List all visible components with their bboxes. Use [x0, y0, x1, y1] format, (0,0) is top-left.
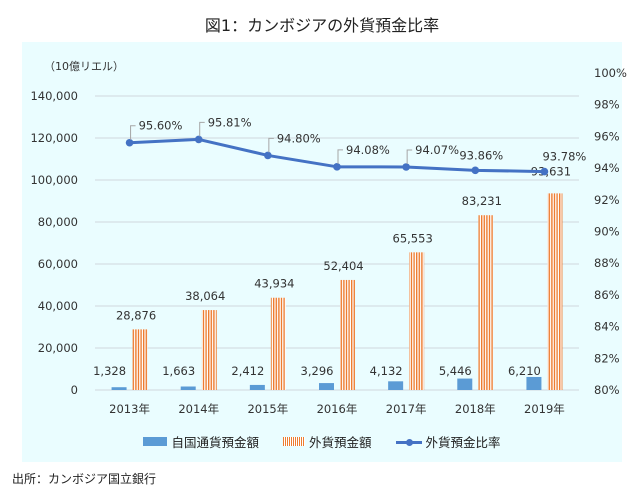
- domestic-deposit-bar: [249, 384, 265, 390]
- left-axis-unit-label: （10億リエル）: [44, 60, 124, 73]
- ratio-data-label: 94.07%: [415, 143, 459, 157]
- right-tick-label: 94%: [594, 161, 620, 175]
- foreign-deposit-bar: [409, 252, 425, 390]
- label-leader-line: [199, 121, 205, 137]
- ratio-marker: [194, 135, 203, 144]
- domestic-data-label: 1,663: [162, 364, 195, 378]
- bar-labels: 1,328 28,876 1,663 38,064 2,412 43,934 3,296 52…: [93, 164, 571, 378]
- ratio-data-label: 94.80%: [277, 131, 321, 145]
- foreign-deposit-bar: [478, 215, 494, 390]
- foreign-data-label: 52,404: [323, 259, 363, 273]
- x-tick-label: 2013年: [109, 402, 150, 416]
- domestic-deposit-bar: [180, 386, 196, 390]
- ratio-line-layer: 95.60% 95.81% 94.80% 94.08% 94.07% 93.86% 93.7…: [125, 115, 586, 176]
- domestic-data-label: 4,132: [370, 364, 403, 378]
- foreign-data-label: 83,231: [462, 194, 502, 208]
- legend-item-foreign: 外貨預金額: [282, 432, 372, 451]
- gridlines: [95, 95, 579, 391]
- legend-label: 外貨預金額: [308, 435, 372, 450]
- orange-striped-swatch-icon: [282, 437, 305, 446]
- domestic-data-label: 1,328: [93, 364, 126, 378]
- right-tick-label: 82%: [594, 351, 620, 365]
- legend-label: 外貨預金比率: [425, 435, 501, 450]
- x-tick-label: 2017年: [386, 402, 427, 416]
- legend-label: 自国通貨預金額: [171, 435, 259, 450]
- left-tick-label: 20,000: [38, 341, 78, 355]
- ratio-marker: [333, 163, 341, 171]
- right-tick-label: 86%: [594, 288, 620, 302]
- ratio-marker: [471, 166, 480, 175]
- ratio-data-label: 95.60%: [139, 119, 183, 133]
- ratio-marker: [264, 151, 272, 160]
- source-note: 出所：カンボジア国立銀行: [12, 472, 157, 486]
- domestic-deposit-bar: [388, 381, 404, 390]
- legend-background: [22, 420, 622, 462]
- x-axis: 2013年 2014年 2015年 2016年 2017年 2018年 2019年: [109, 402, 565, 416]
- left-tick-label: 80,000: [38, 215, 78, 229]
- blue-bar-swatch-icon: [143, 437, 168, 446]
- ratio-data-label: 94.08%: [346, 143, 390, 157]
- ratio-data-label: 93.78%: [542, 150, 586, 164]
- ratio-data-label: 93.86%: [459, 148, 503, 162]
- line-marker-swatch-icon: [395, 436, 422, 448]
- plot-background: [22, 42, 622, 420]
- foreign-deposit-bar: [132, 329, 148, 390]
- left-tick-label: 140,000: [30, 89, 78, 103]
- left-axis: 0 20,000 40,000 60,000 80,000 100,000 120,000 1…: [30, 89, 78, 397]
- domestic-deposit-bar: [319, 383, 334, 390]
- domestic-deposit-bar: [111, 387, 127, 390]
- label-leader-line: [406, 149, 413, 164]
- x-tick-label: 2019年: [524, 402, 565, 416]
- right-tick-label: 90%: [594, 225, 620, 239]
- foreign-deposit-bar: [340, 279, 355, 390]
- right-axis: 80% 82% 84% 86% 88% 90% 92% 94% 96% 98% 100%: [594, 66, 627, 397]
- right-tick-label: 84%: [594, 320, 620, 334]
- foreign-data-label: 38,064: [185, 289, 225, 303]
- right-tick-label: 92%: [594, 193, 620, 207]
- x-tick-label: 2014年: [178, 402, 219, 416]
- bars: [111, 193, 563, 390]
- foreign-data-label: 93,631: [531, 164, 571, 178]
- left-tick-label: 60,000: [38, 257, 78, 271]
- ratio-data-label: 95.81%: [208, 115, 252, 129]
- label-leader-line: [268, 137, 274, 153]
- right-tick-label: 80%: [594, 383, 620, 397]
- domestic-data-label: 3,296: [301, 364, 334, 378]
- foreign-deposit-bar: [270, 297, 286, 390]
- legend: 自国通貨預金額 外貨預金額 外貨預金比率: [0, 432, 644, 451]
- x-tick-label: 2015年: [247, 402, 288, 416]
- ratio-marker: [540, 167, 549, 176]
- ratio-marker: [402, 163, 410, 171]
- legend-item-ratio: 外貨預金比率: [395, 432, 501, 451]
- foreign-data-label: 28,876: [116, 308, 156, 322]
- right-tick-label: 100%: [594, 66, 627, 80]
- foreign-data-label: 43,934: [254, 277, 294, 291]
- foreign-deposit-bar: [547, 193, 563, 390]
- right-tick-label: 88%: [594, 256, 620, 270]
- ratio-marker: [125, 138, 134, 147]
- x-tick-label: 2018年: [455, 402, 496, 416]
- domestic-deposit-bar: [526, 376, 542, 390]
- x-tick-label: 2016年: [317, 402, 358, 416]
- domestic-data-label: 2,412: [231, 364, 264, 378]
- foreign-data-label: 65,553: [393, 231, 433, 245]
- domestic-deposit-bar: [457, 378, 473, 390]
- right-tick-label: 96%: [594, 129, 620, 143]
- label-leader-line: [337, 149, 343, 164]
- domestic-data-label: 6,210: [508, 364, 541, 378]
- label-leader-line: [130, 125, 136, 140]
- legend-item-domestic: 自国通貨預金額: [143, 432, 259, 451]
- right-tick-label: 98%: [594, 98, 620, 112]
- left-tick-label: 100,000: [30, 173, 78, 187]
- left-tick-label: 120,000: [30, 131, 78, 145]
- domestic-data-label: 5,446: [439, 364, 472, 378]
- left-tick-label: 0: [71, 383, 78, 397]
- chart-title: 図1：カンボジアの外貨預金比率: [204, 16, 440, 35]
- foreign-deposit-bar: [201, 310, 217, 390]
- left-tick-label: 40,000: [38, 299, 78, 313]
